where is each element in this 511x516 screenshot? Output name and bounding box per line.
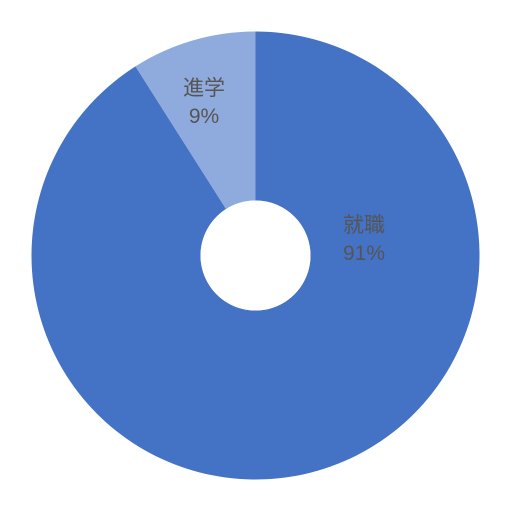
slice-name-further-study: 進学 [183,75,225,103]
donut-hole [201,201,311,311]
slice-percent-further-study: 9% [183,103,225,131]
slice-label-employment: 就職 91% [343,212,385,269]
donut-svg [0,0,511,511]
slice-name-employment: 就職 [343,212,385,240]
slice-percent-employment: 91% [343,240,385,268]
donut-chart: 就職 91% 進学 9% [0,0,511,511]
slice-label-further-study: 進学 9% [183,75,225,132]
